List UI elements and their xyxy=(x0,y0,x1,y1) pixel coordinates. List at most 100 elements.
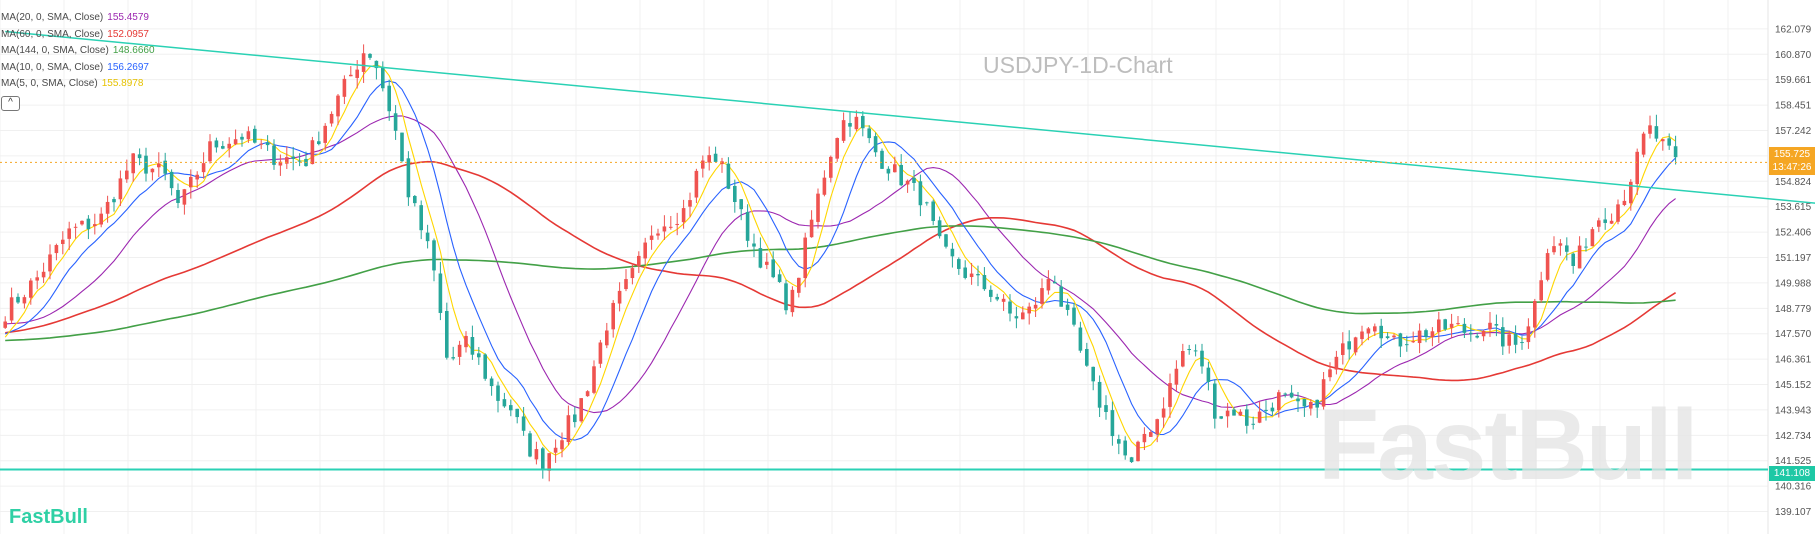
candle xyxy=(1609,213,1614,225)
brand-logo: FastBull xyxy=(9,506,88,528)
candle xyxy=(1046,270,1051,295)
candle xyxy=(176,183,180,209)
candle xyxy=(1168,373,1172,418)
candle-body xyxy=(822,177,827,195)
candle-body xyxy=(1520,342,1524,344)
candle xyxy=(867,125,871,144)
candle xyxy=(1456,315,1460,326)
candle xyxy=(777,269,782,283)
candle-body xyxy=(1366,328,1371,334)
candle xyxy=(784,279,788,315)
candle-body xyxy=(931,201,935,221)
candle xyxy=(797,277,801,298)
candle xyxy=(1091,366,1095,391)
candle-body xyxy=(144,155,148,174)
support-level-tag: 141.108 xyxy=(1769,466,1815,481)
candle xyxy=(1257,401,1262,424)
candle-body xyxy=(1321,379,1326,407)
candle-body xyxy=(1667,138,1671,146)
candle-body xyxy=(1014,316,1019,319)
candle xyxy=(1283,392,1287,398)
candle-body xyxy=(880,150,884,169)
candle xyxy=(1334,350,1339,375)
candle xyxy=(406,151,411,206)
candle xyxy=(553,439,558,463)
candle-body xyxy=(1110,410,1115,437)
candle-body xyxy=(189,176,193,188)
candle xyxy=(41,262,46,284)
candle xyxy=(393,105,398,140)
candle xyxy=(131,153,135,182)
moving-average-lines xyxy=(4,64,1677,456)
candle xyxy=(1238,409,1243,417)
candle-body xyxy=(1347,341,1351,350)
candle-body xyxy=(1193,350,1198,352)
candle-body xyxy=(1334,356,1339,370)
candle-body xyxy=(496,385,500,401)
candle xyxy=(1430,327,1435,347)
candle xyxy=(649,225,654,250)
candle xyxy=(541,446,545,479)
candle-body xyxy=(1392,335,1396,338)
candle-body xyxy=(688,200,692,207)
candle-body xyxy=(893,164,897,173)
candle-body xyxy=(1309,402,1313,409)
candle-body xyxy=(1513,334,1518,345)
candle xyxy=(1641,131,1646,158)
candle-body xyxy=(745,211,750,241)
candle-body xyxy=(1008,301,1012,314)
candle xyxy=(1654,114,1659,142)
candle xyxy=(1616,199,1620,225)
candle xyxy=(317,131,321,146)
candle xyxy=(272,139,276,170)
y-tick-label: 151.197 xyxy=(1775,253,1812,264)
candle xyxy=(662,215,667,240)
candle xyxy=(310,136,315,165)
candle-body xyxy=(387,85,391,112)
candle-body xyxy=(41,271,46,278)
legend-ma10[interactable]: MA(10, 0, SMA, Close) 156.2697 xyxy=(1,61,149,73)
candle xyxy=(1289,385,1294,399)
collapse-legend-button[interactable]: ^ xyxy=(1,96,20,111)
candle-body xyxy=(3,321,7,328)
legend-ma20[interactable]: MA(20, 0, SMA, Close) 155.4579 xyxy=(1,12,149,23)
candle xyxy=(86,215,91,240)
candle-body xyxy=(1411,341,1415,343)
candle xyxy=(221,141,225,150)
candle xyxy=(905,179,910,193)
y-tick-label: 141.525 xyxy=(1775,456,1812,467)
candle xyxy=(144,147,148,182)
candle xyxy=(1245,404,1249,434)
candle xyxy=(502,392,507,408)
candle xyxy=(1001,294,1006,311)
candle xyxy=(1462,318,1467,338)
candle-body xyxy=(758,248,763,268)
legend-ma144[interactable]: MA(144, 0, SMA, Close) 148.6660 xyxy=(1,45,155,56)
candle-body xyxy=(899,164,903,186)
candle xyxy=(297,153,302,167)
candle-body xyxy=(1635,151,1639,185)
candle xyxy=(1539,271,1543,303)
ma-line-5 xyxy=(4,64,1676,456)
candle xyxy=(790,286,795,317)
candle-body xyxy=(1136,441,1140,462)
candle xyxy=(1321,371,1326,410)
candle-body xyxy=(585,391,590,397)
candle xyxy=(1398,332,1403,358)
candle-body xyxy=(1481,330,1486,337)
candle xyxy=(989,285,993,303)
watermark: FastBull xyxy=(1318,389,1698,501)
legend-ma5[interactable]: MA(5, 0, SMA, Close) 155.8978 xyxy=(1,78,144,89)
candle-body xyxy=(73,226,78,228)
candle xyxy=(9,287,14,324)
candle xyxy=(701,155,705,178)
candle-body xyxy=(848,123,852,127)
candle-body xyxy=(726,163,731,189)
y-tick-label: 143.943 xyxy=(1775,405,1812,416)
candle-body xyxy=(1059,286,1063,307)
candle-body xyxy=(272,145,276,165)
legend-ma60[interactable]: MA(60, 0, SMA, Close) 152.0957 xyxy=(1,28,149,40)
candle xyxy=(1040,278,1044,309)
candle xyxy=(592,360,596,395)
